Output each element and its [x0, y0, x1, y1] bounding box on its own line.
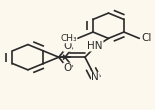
Text: O: O [64, 63, 72, 73]
Text: HN: HN [87, 41, 103, 51]
Text: CH₃: CH₃ [60, 34, 77, 43]
Text: Cl: Cl [141, 33, 152, 43]
Text: O: O [64, 41, 72, 51]
Text: N: N [91, 72, 99, 82]
